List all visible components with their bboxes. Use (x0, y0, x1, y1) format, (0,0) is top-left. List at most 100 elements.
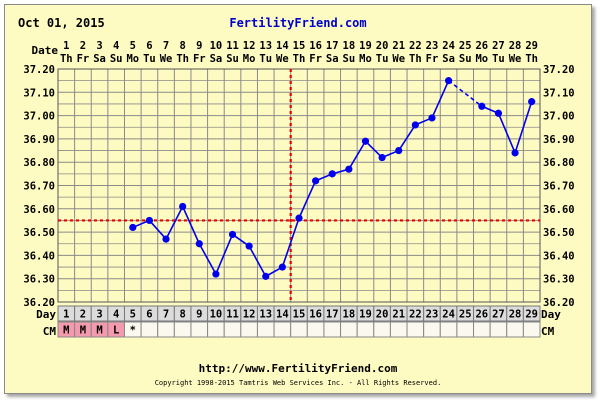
x-tick-date: 11 (226, 40, 239, 52)
series-segment (431, 80, 450, 119)
cm-value: M (96, 325, 102, 337)
day-number: 23 (426, 309, 439, 321)
x-tick-date: 12 (243, 40, 256, 52)
y-tick-label: 36.70 (543, 181, 575, 193)
x-tick-date: 26 (475, 40, 488, 52)
x-tick-weekday: Th (525, 53, 538, 65)
chart-date: Oct 01, 2015 (18, 16, 105, 30)
y-tick-label: 36.30 (23, 274, 55, 286)
x-tick-date: 20 (376, 40, 389, 52)
day-number: 28 (509, 309, 522, 321)
day-number: 16 (309, 309, 322, 321)
temperature-point (212, 270, 220, 278)
day-number: 27 (492, 309, 505, 321)
x-tick-date: 5 (130, 40, 136, 52)
x-tick-weekday: Sa (210, 53, 223, 65)
cm-cell (456, 321, 475, 338)
x-tick-weekday: Fr (426, 53, 439, 65)
temperature-point (278, 263, 286, 271)
cm-cell (140, 321, 159, 338)
day-number: 8 (179, 309, 185, 321)
temperature-point (428, 114, 436, 122)
y-tick-label: 37.10 (543, 87, 575, 99)
x-tick-date: 2 (80, 40, 86, 52)
day-number: 24 (442, 309, 455, 321)
x-tick-date: 8 (179, 40, 185, 52)
cm-cell (473, 321, 491, 338)
cm-cell (489, 321, 508, 338)
x-tick-date: 3 (96, 40, 102, 52)
temperature-point (162, 235, 170, 243)
x-tick-date: 16 (309, 40, 322, 52)
x-tick-weekday: Tu (376, 53, 389, 65)
plot-border (57, 68, 541, 303)
day-number: 21 (392, 309, 405, 321)
x-tick-weekday: Th (409, 53, 422, 65)
series-segment (497, 112, 516, 154)
cm-value: M (63, 325, 69, 337)
x-tick-date: 19 (359, 40, 372, 52)
day-number: 20 (376, 309, 389, 321)
cm-cell (273, 321, 292, 338)
y-tick-label: 37.00 (23, 111, 55, 123)
footer-copyright: Copyright 1998-2015 Tamtris Web Services… (155, 379, 442, 387)
x-tick-weekday: Tu (492, 53, 505, 65)
temperature-point (228, 230, 237, 239)
temperature-point (478, 102, 486, 110)
cm-row-label-left: CM (43, 325, 57, 338)
x-tick-weekday: We (509, 53, 522, 65)
x-tick-weekday: Th (60, 53, 73, 65)
cm-cell (439, 321, 458, 338)
day-number: 7 (163, 309, 169, 321)
temperature-point (511, 149, 519, 157)
y-tick-label: 36.60 (23, 204, 55, 216)
y-tick-label: 36.30 (543, 274, 575, 286)
x-tick-weekday: Mo (126, 53, 139, 65)
cm-cell (340, 321, 358, 338)
x-tick-date: 1 (63, 40, 69, 52)
day-row-label-left: Day (36, 308, 56, 321)
temperature-point (262, 272, 270, 280)
cm-cell (522, 321, 541, 338)
x-tick-date: 23 (426, 40, 439, 52)
temperature-point (494, 109, 503, 117)
day-number: 17 (326, 309, 339, 321)
series-segment (514, 101, 533, 154)
cm-cell (173, 321, 192, 338)
cm-value: L (113, 325, 119, 337)
y-tick-label: 36.20 (543, 297, 575, 309)
temperature-point (378, 153, 386, 162)
series-segment (398, 124, 417, 151)
x-tick-date: 10 (210, 40, 223, 52)
y-tick-label: 36.40 (543, 250, 575, 262)
day-row-label-right: Day (541, 308, 561, 321)
y-tick-label: 36.90 (23, 134, 55, 146)
x-tick-date: 9 (196, 40, 202, 52)
day-cell (522, 305, 541, 322)
y-tick-label: 36.20 (23, 297, 55, 309)
x-tick-date: 27 (492, 40, 505, 52)
temperature-point (361, 137, 370, 145)
x-tick-date: 7 (163, 40, 169, 52)
series-segment (364, 140, 383, 159)
cm-cell (207, 321, 225, 338)
temperature-point (328, 170, 336, 178)
day-number: 3 (96, 309, 102, 321)
day-number: 29 (525, 309, 538, 321)
temperature-point (444, 77, 453, 85)
series-segment (298, 180, 317, 219)
temperature-point (195, 240, 203, 248)
series-segment (348, 140, 367, 170)
cm-cell (373, 321, 391, 338)
day-number: 2 (80, 309, 86, 321)
cm-cell (389, 321, 408, 338)
day-number: 15 (293, 309, 306, 321)
x-tick-weekday: Su (343, 53, 356, 65)
x-tick-weekday: Tu (143, 53, 156, 65)
y-tick-label: 36.90 (543, 134, 575, 146)
x-tick-weekday: Su (459, 53, 472, 65)
x-tick-weekday: Mo (243, 53, 256, 65)
day-number: 5 (130, 309, 136, 321)
x-tick-weekday: Fr (77, 53, 90, 65)
y-tick-label: 37.20 (543, 64, 575, 76)
